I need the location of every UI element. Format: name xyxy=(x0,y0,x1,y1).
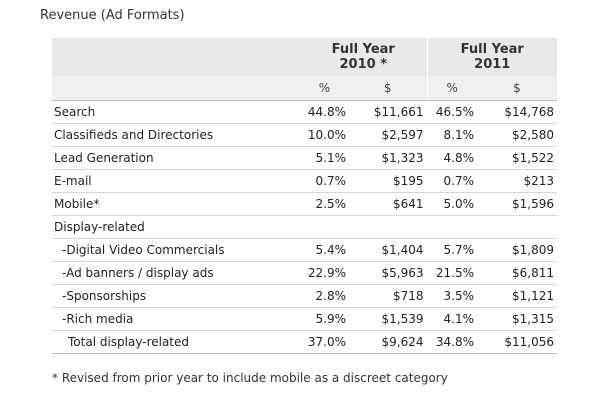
table-row: -Sponsorships 2.8% $718 3.5% $1,121 xyxy=(52,284,557,308)
pct-2011: 21.5% xyxy=(426,261,477,285)
pct-2011: 4.1% xyxy=(426,307,477,331)
row-label: -Ad banners / display ads xyxy=(52,261,300,285)
usd-2010: $1,404 xyxy=(349,238,427,262)
unit-usd-2010: $ xyxy=(349,76,427,101)
usd-2011: $1,809 xyxy=(477,238,557,262)
pct-2010: 5.9% xyxy=(300,307,349,331)
row-label: Search xyxy=(52,100,300,124)
total-row: Total display-related 37.0% $9,624 34.8%… xyxy=(52,330,557,354)
unit-pct-2011: % xyxy=(426,76,477,101)
usd-2011: $1,121 xyxy=(477,284,557,308)
row-label: -Digital Video Commercials xyxy=(52,238,300,262)
unit-pct-2010: % xyxy=(300,76,349,101)
table-title: Revenue (Ad Formats) xyxy=(40,8,185,23)
pct-2010: 0.7% xyxy=(300,169,349,193)
units-blank xyxy=(52,76,300,101)
pct-2011: 5.0% xyxy=(426,192,477,216)
header-full-year-2011: Full Year 2011 xyxy=(426,38,557,76)
usd-2011: $11,056 xyxy=(477,330,557,354)
usd-2010: $9,624 xyxy=(349,330,427,354)
usd-2010: $2,597 xyxy=(349,123,427,147)
usd-2011 xyxy=(477,215,557,239)
usd-2010: $11,661 xyxy=(349,100,427,124)
row-label: Classifieds and Directories xyxy=(52,123,300,147)
usd-2011: $1,522 xyxy=(477,146,557,170)
pct-2010: 2.5% xyxy=(300,192,349,216)
usd-2011: $213 xyxy=(477,169,557,193)
usd-2010 xyxy=(349,215,427,239)
table-row: Search 44.8% $11,661 46.5% $14,768 xyxy=(52,100,557,124)
revenue-table: Full Year 2010 * Full Year 2011 % $ % $ … xyxy=(52,38,557,354)
pct-2011: 5.7% xyxy=(426,238,477,262)
row-label: -Sponsorships xyxy=(52,284,300,308)
usd-2011: $1,596 xyxy=(477,192,557,216)
row-label: Lead Generation xyxy=(52,146,300,170)
usd-2010: $195 xyxy=(349,169,427,193)
usd-2011: $6,811 xyxy=(477,261,557,285)
pct-2011: 46.5% xyxy=(426,100,477,124)
table-row: -Digital Video Commercials 5.4% $1,404 5… xyxy=(52,238,557,262)
usd-2011: $1,315 xyxy=(477,307,557,331)
table-row: Mobile* 2.5% $641 5.0% $1,596 xyxy=(52,192,557,216)
table-row: Display-related xyxy=(52,215,557,239)
row-label: Total display-related xyxy=(52,330,300,354)
pct-2010: 5.4% xyxy=(300,238,349,262)
usd-2010: $1,539 xyxy=(349,307,427,331)
pct-2010: 2.8% xyxy=(300,284,349,308)
pct-2011: 34.8% xyxy=(426,330,477,354)
table-row: Classifieds and Directories 10.0% $2,597… xyxy=(52,123,557,147)
usd-2010: $1,323 xyxy=(349,146,427,170)
pct-2010: 5.1% xyxy=(300,146,349,170)
pct-2010 xyxy=(300,215,349,239)
pct-2011: 0.7% xyxy=(426,169,477,193)
row-label: Display-related xyxy=(52,215,300,239)
row-label: Mobile* xyxy=(52,192,300,216)
header-full-year-2010: Full Year 2010 * xyxy=(300,38,427,76)
usd-2011: $14,768 xyxy=(477,100,557,124)
pct-2011: 4.8% xyxy=(426,146,477,170)
row-label: -Rich media xyxy=(52,307,300,331)
pct-2010: 44.8% xyxy=(300,100,349,124)
usd-2011: $2,580 xyxy=(477,123,557,147)
usd-2010: $641 xyxy=(349,192,427,216)
usd-2010: $5,963 xyxy=(349,261,427,285)
pct-2011: 8.1% xyxy=(426,123,477,147)
unit-usd-2011: $ xyxy=(477,76,557,101)
footnote: * Revised from prior year to include mob… xyxy=(52,371,448,385)
usd-2010: $718 xyxy=(349,284,427,308)
header-row: Full Year 2010 * Full Year 2011 xyxy=(52,38,557,76)
pct-2011: 3.5% xyxy=(426,284,477,308)
table-row: -Ad banners / display ads 22.9% $5,963 2… xyxy=(52,261,557,285)
pct-2010: 22.9% xyxy=(300,261,349,285)
units-row: % $ % $ xyxy=(52,76,557,101)
header-blank xyxy=(52,38,300,76)
pct-2010: 37.0% xyxy=(300,330,349,354)
row-label: E-mail xyxy=(52,169,300,193)
table-row: -Rich media 5.9% $1,539 4.1% $1,315 xyxy=(52,307,557,331)
pct-2010: 10.0% xyxy=(300,123,349,147)
pct-2011 xyxy=(426,215,477,239)
table-row: E-mail 0.7% $195 0.7% $213 xyxy=(52,169,557,193)
table-row: Lead Generation 5.1% $1,323 4.8% $1,522 xyxy=(52,146,557,170)
